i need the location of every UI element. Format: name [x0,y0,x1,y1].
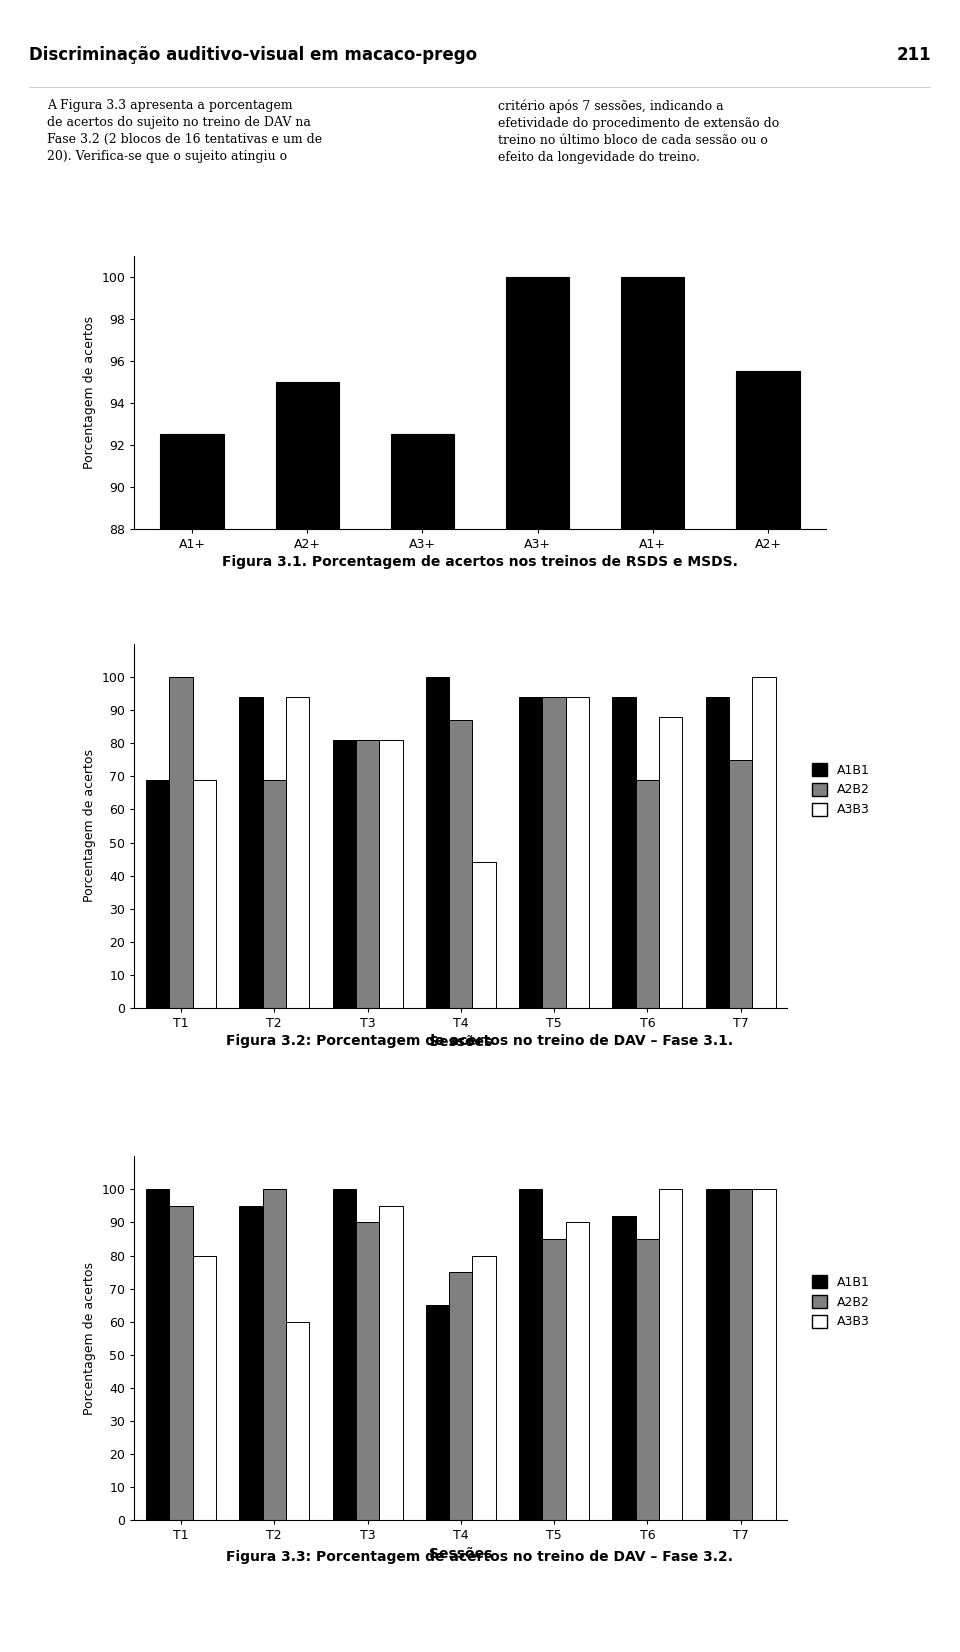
Bar [729,1189,753,1520]
Bar [565,697,589,1008]
Bar [706,1189,729,1520]
Bar [449,720,472,1008]
Bar [332,1189,356,1520]
Bar [449,1272,472,1520]
Y-axis label: Porcentagem de acertos: Porcentagem de acertos [83,1262,96,1414]
Bar [160,434,224,1652]
Bar [146,1189,169,1520]
Bar [426,1305,449,1520]
Bar [659,1189,683,1520]
Bar [356,740,379,1008]
Bar [286,1322,309,1520]
Legend: A1B1, A2B2, A3B3: A1B1, A2B2, A3B3 [806,1270,875,1333]
Bar [379,1206,402,1520]
Bar [612,697,636,1008]
Bar [379,740,402,1008]
Bar [519,1189,542,1520]
Bar [286,697,309,1008]
Bar [472,1256,495,1520]
Bar [276,382,339,1652]
Bar [636,1239,659,1520]
Bar [239,1206,263,1520]
Bar [612,1216,636,1520]
Text: Figura 3.1. Porcentagem de acertos nos treinos de RSDS e MSDS.: Figura 3.1. Porcentagem de acertos nos t… [222,555,738,568]
Bar [753,677,776,1008]
Text: 211: 211 [897,46,931,63]
Bar [239,697,263,1008]
Text: Discriminação auditivo-visual em macaco-prego: Discriminação auditivo-visual em macaco-… [29,46,477,63]
Bar [736,372,800,1652]
Text: Figura 3.2: Porcentagem de acertos no treino de DAV – Fase 3.1.: Figura 3.2: Porcentagem de acertos no tr… [227,1034,733,1047]
Bar [146,780,169,1008]
Bar [753,1189,776,1520]
Bar [621,278,684,1652]
Bar [193,1256,216,1520]
Bar [706,697,729,1008]
Text: A Figura 3.3 apresenta a porcentagem
de acertos do sujeito no treino de DAV na
F: A Figura 3.3 apresenta a porcentagem de … [47,99,322,164]
Bar [542,1239,565,1520]
Bar [391,434,454,1652]
X-axis label: Sessões: Sessões [429,1036,492,1049]
Text: critério após 7 sessões, indicando a
efetividade do procedimento de extensão do
: critério após 7 sessões, indicando a efe… [498,99,780,164]
Y-axis label: Porcentagem de acertos: Porcentagem de acertos [83,316,96,469]
Bar [636,780,659,1008]
Bar [263,1189,286,1520]
Bar [169,677,193,1008]
Y-axis label: Porcentagem de acertos: Porcentagem de acertos [83,750,96,902]
X-axis label: Sessões: Sessões [429,1548,492,1561]
Bar [542,697,565,1008]
Bar [193,780,216,1008]
Bar [263,780,286,1008]
Bar [659,717,683,1008]
Legend: A1B1, A2B2, A3B3: A1B1, A2B2, A3B3 [806,758,875,821]
Bar [169,1206,193,1520]
Bar [426,677,449,1008]
Text: Figura 3.3: Porcentagem de acertos no treino de DAV – Fase 3.2.: Figura 3.3: Porcentagem de acertos no tr… [227,1550,733,1564]
Bar [356,1222,379,1520]
Bar [519,697,542,1008]
Bar [729,760,753,1008]
Bar [565,1222,589,1520]
Bar [472,862,495,1008]
Bar [506,278,569,1652]
Bar [332,740,356,1008]
